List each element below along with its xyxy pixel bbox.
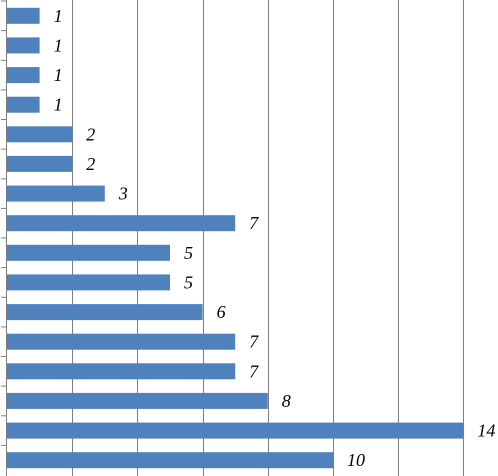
bar-13	[7, 363, 236, 380]
data-label-9: 5	[184, 243, 193, 263]
bar-5	[7, 126, 73, 143]
data-label-11: 6	[217, 302, 226, 322]
bar-12	[7, 333, 236, 350]
data-labels: 1 1 1 1 2 2 3 7 5 5 6 7 7 8 14 10	[54, 6, 496, 470]
category-ticks	[1, 0, 7, 446]
bar-9	[7, 244, 170, 261]
bar-2	[7, 37, 40, 54]
data-label-1: 1	[54, 6, 63, 26]
bar-10	[7, 274, 170, 291]
data-label-3: 1	[54, 65, 63, 85]
bar-15	[7, 422, 464, 439]
bar-7	[7, 185, 105, 202]
bars	[7, 7, 464, 469]
data-label-2: 1	[54, 35, 63, 55]
bar-1	[7, 7, 40, 24]
bar-16	[7, 452, 333, 469]
bar-3	[7, 67, 40, 84]
bar-11	[7, 304, 203, 321]
data-label-6: 2	[86, 154, 95, 174]
data-label-7: 3	[118, 184, 128, 204]
data-label-12: 7	[249, 332, 259, 352]
data-label-8: 7	[249, 213, 259, 233]
bar-4	[7, 96, 40, 113]
data-label-4: 1	[54, 95, 63, 115]
data-label-16: 10	[347, 450, 365, 470]
data-label-5: 2	[86, 124, 95, 144]
data-label-15: 14	[477, 421, 495, 441]
data-label-13: 7	[249, 361, 259, 381]
data-label-10: 5	[184, 272, 193, 292]
bar-8	[7, 215, 236, 232]
gridlines	[6, 0, 464, 476]
data-label-14: 8	[282, 391, 291, 411]
bar-6	[7, 155, 73, 172]
bar-14	[7, 392, 268, 409]
